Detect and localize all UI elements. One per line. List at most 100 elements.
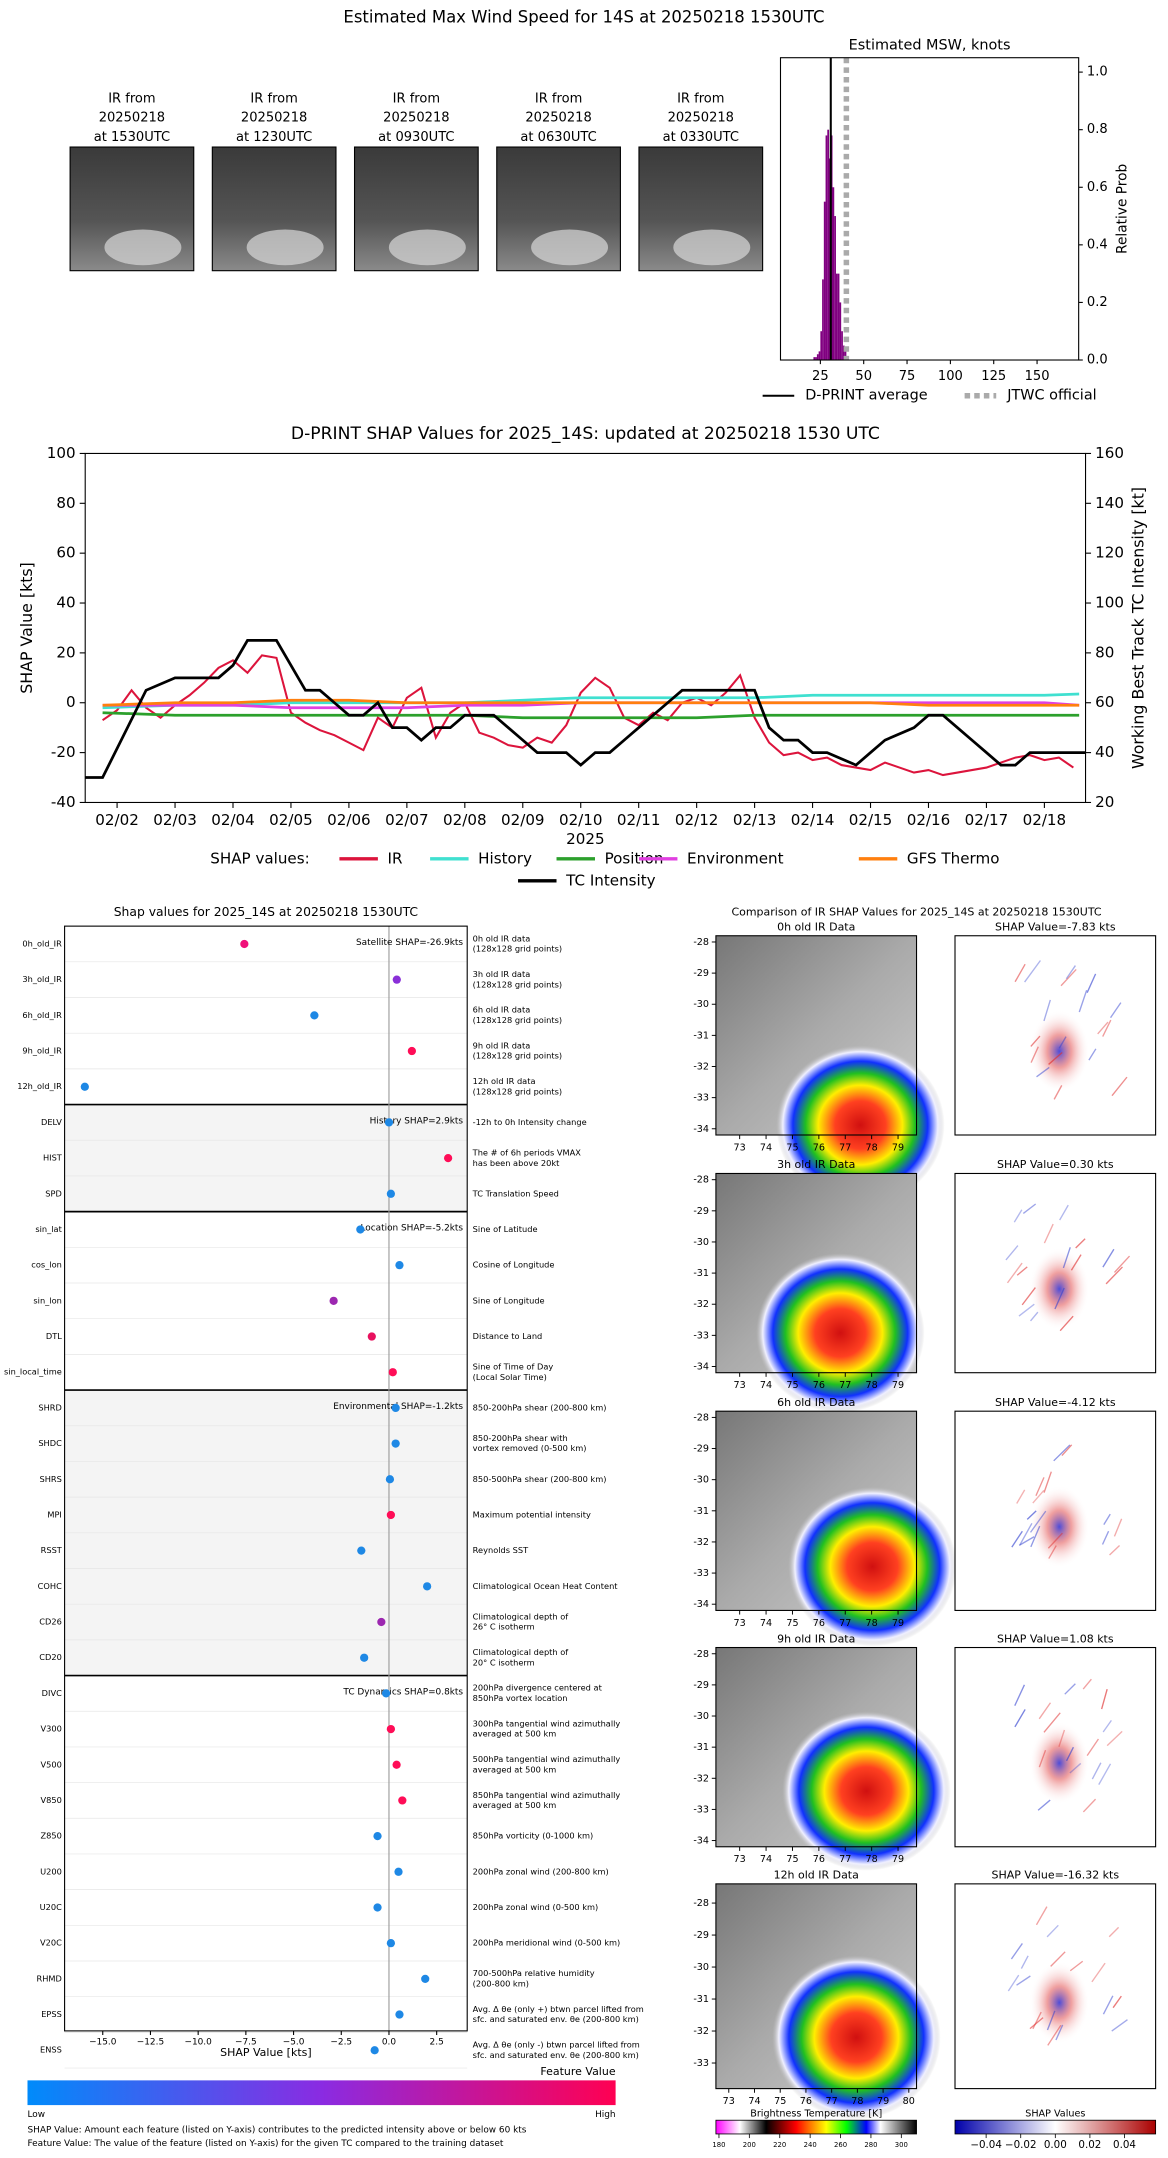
shap-stroke — [1082, 1798, 1097, 1813]
thumbnail-frame — [638, 146, 764, 272]
ir-panel-title: 9h old IR Data — [777, 1632, 855, 1645]
axes-frame — [779, 57, 1080, 361]
x-tick-label: −15.0 — [89, 2037, 117, 2047]
group-shade — [64, 1104, 468, 1212]
y-tick-label: 1.0 — [1087, 65, 1108, 80]
shap-stroke — [1047, 2024, 1062, 2046]
histogram-bar — [835, 273, 838, 361]
y-tick-label: -28 — [693, 1412, 709, 1423]
x-tick-label: 78 — [866, 1380, 878, 1391]
feature-description: 200hPa meridional wind (0-500 km) — [473, 1938, 621, 1948]
x-tick-label: 73 — [734, 1854, 746, 1865]
feature-name: U20C — [40, 1902, 63, 1912]
x-tick-label: 2.5 — [430, 2037, 444, 2047]
y2-tick-label: 80 — [1095, 643, 1114, 661]
feature-name: CD26 — [39, 1617, 62, 1627]
colorbar-tick-label: 280 — [864, 2141, 877, 2149]
shap-stroke — [1053, 1085, 1063, 1100]
shap-dot — [360, 1653, 369, 1662]
histogram-bar — [839, 302, 842, 361]
chart-title: Shap values for 2025_14S at 20250218 153… — [114, 905, 418, 919]
shap-dot — [391, 1403, 400, 1413]
feature-name: 9h_old_IR — [22, 1046, 62, 1056]
feature-description: averaged at 500 km — [473, 1764, 557, 1774]
shap-stroke — [1055, 2024, 1064, 2041]
y-tick-label: -34 — [693, 1836, 709, 1847]
shap-dot — [395, 2010, 404, 2019]
feature-name: DIVC — [42, 1688, 62, 1698]
feature-description: (200-800 km) — [473, 1979, 529, 1989]
shap-stroke — [1070, 1254, 1082, 1271]
histogram-bar — [818, 351, 821, 361]
feature-name: CD20 — [39, 1652, 62, 1662]
x-tick-label: 77 — [839, 1142, 851, 1153]
thumbnail-label: 20250218 — [668, 111, 734, 126]
shap-core — [1029, 1010, 1090, 1093]
y2-tick-label: 140 — [1095, 494, 1124, 512]
feature-description: TC Translation Speed — [472, 1188, 559, 1198]
histogram-bar — [815, 357, 817, 361]
shap-stroke — [1061, 1444, 1073, 1457]
feature-description: vortex removed (0-500 km) — [473, 1443, 587, 1453]
shap-stroke — [1105, 1266, 1123, 1285]
x-tick-label: 75 — [786, 1854, 798, 1865]
y-tick-label: -34 — [693, 1361, 709, 1372]
shap-dot — [357, 1546, 366, 1555]
y-tick-label: -31 — [693, 1268, 709, 1279]
shap-stroke — [1106, 1730, 1123, 1747]
shap-stroke — [1046, 2010, 1056, 2031]
colorbar-title: SHAP Values — [1025, 2108, 1085, 2119]
x-tick-label: 76 — [800, 2096, 812, 2107]
y-tick-label: -33 — [693, 1330, 709, 1341]
feature-name: SPD — [45, 1188, 62, 1198]
y-tick-label: -32 — [693, 1537, 709, 1548]
feature-description: averaged at 500 km — [473, 1729, 557, 1739]
y-tick-label: -29 — [693, 968, 709, 979]
thumbnail-label: at 0930UTC — [378, 130, 454, 145]
feature-description: (128x128 grid points) — [473, 944, 562, 954]
shap-stroke — [1016, 1266, 1028, 1276]
shap-stroke — [1091, 1762, 1102, 1780]
y-tick-label: -33 — [693, 1568, 709, 1579]
y-tick-label: 0 — [66, 693, 76, 711]
histogram-bar — [842, 345, 845, 361]
thumbnail-label: IR from — [108, 91, 155, 106]
feature-description: 850-200hPa shear (200-800 km) — [473, 1402, 607, 1412]
feature-name: U200 — [40, 1866, 62, 1876]
axes-frame — [64, 925, 468, 2032]
legend-title: SHAP values: — [210, 849, 309, 867]
x-tick-label: 74 — [748, 2096, 760, 2107]
y-tick-label: -33 — [693, 1804, 709, 1815]
shap-stroke — [1102, 1019, 1112, 1037]
histogram-bar — [813, 357, 816, 361]
feature-name: EPSS — [41, 2009, 62, 2019]
feature-description: 500hPa tangential wind azimuthally — [473, 1754, 621, 1764]
y-tick-label: -29 — [693, 1680, 709, 1691]
legend-label: Environment — [687, 849, 784, 867]
thumbnail-frame — [496, 146, 621, 272]
thumbnail-cloud — [673, 229, 751, 266]
shap-dot — [394, 1867, 403, 1876]
shap-dot — [386, 1189, 396, 1198]
thumbnail-label: at 1530UTC — [94, 130, 170, 145]
y-tick-label: 80 — [56, 494, 75, 512]
shap-stroke — [1048, 1545, 1057, 1559]
shap-frame — [954, 1410, 1157, 1611]
shap-frame — [954, 1646, 1157, 1848]
shap-stroke — [1069, 1762, 1082, 1774]
shap-stroke — [1082, 1678, 1092, 1690]
x-tick-label: 02/05 — [269, 811, 313, 829]
shap-dot — [384, 1118, 394, 1127]
y-tick-label: 0.2 — [1087, 295, 1108, 310]
shap-stroke — [1030, 1035, 1041, 1047]
feature-name: HIST — [43, 1153, 63, 1163]
feature-name: ENSS — [40, 2045, 62, 2055]
x-tick-label: 78 — [866, 1854, 878, 1865]
shap-stroke — [1054, 1287, 1065, 1310]
feature-description: (128x128 grid points) — [473, 1015, 562, 1025]
feature-name: 3h_old_IR — [22, 974, 62, 984]
shap-stroke — [1030, 1525, 1041, 1548]
shap-stroke — [1022, 1203, 1037, 1214]
ir-panel-title: 3h old IR Data — [777, 1158, 855, 1171]
shap-stroke — [1103, 1513, 1111, 1526]
